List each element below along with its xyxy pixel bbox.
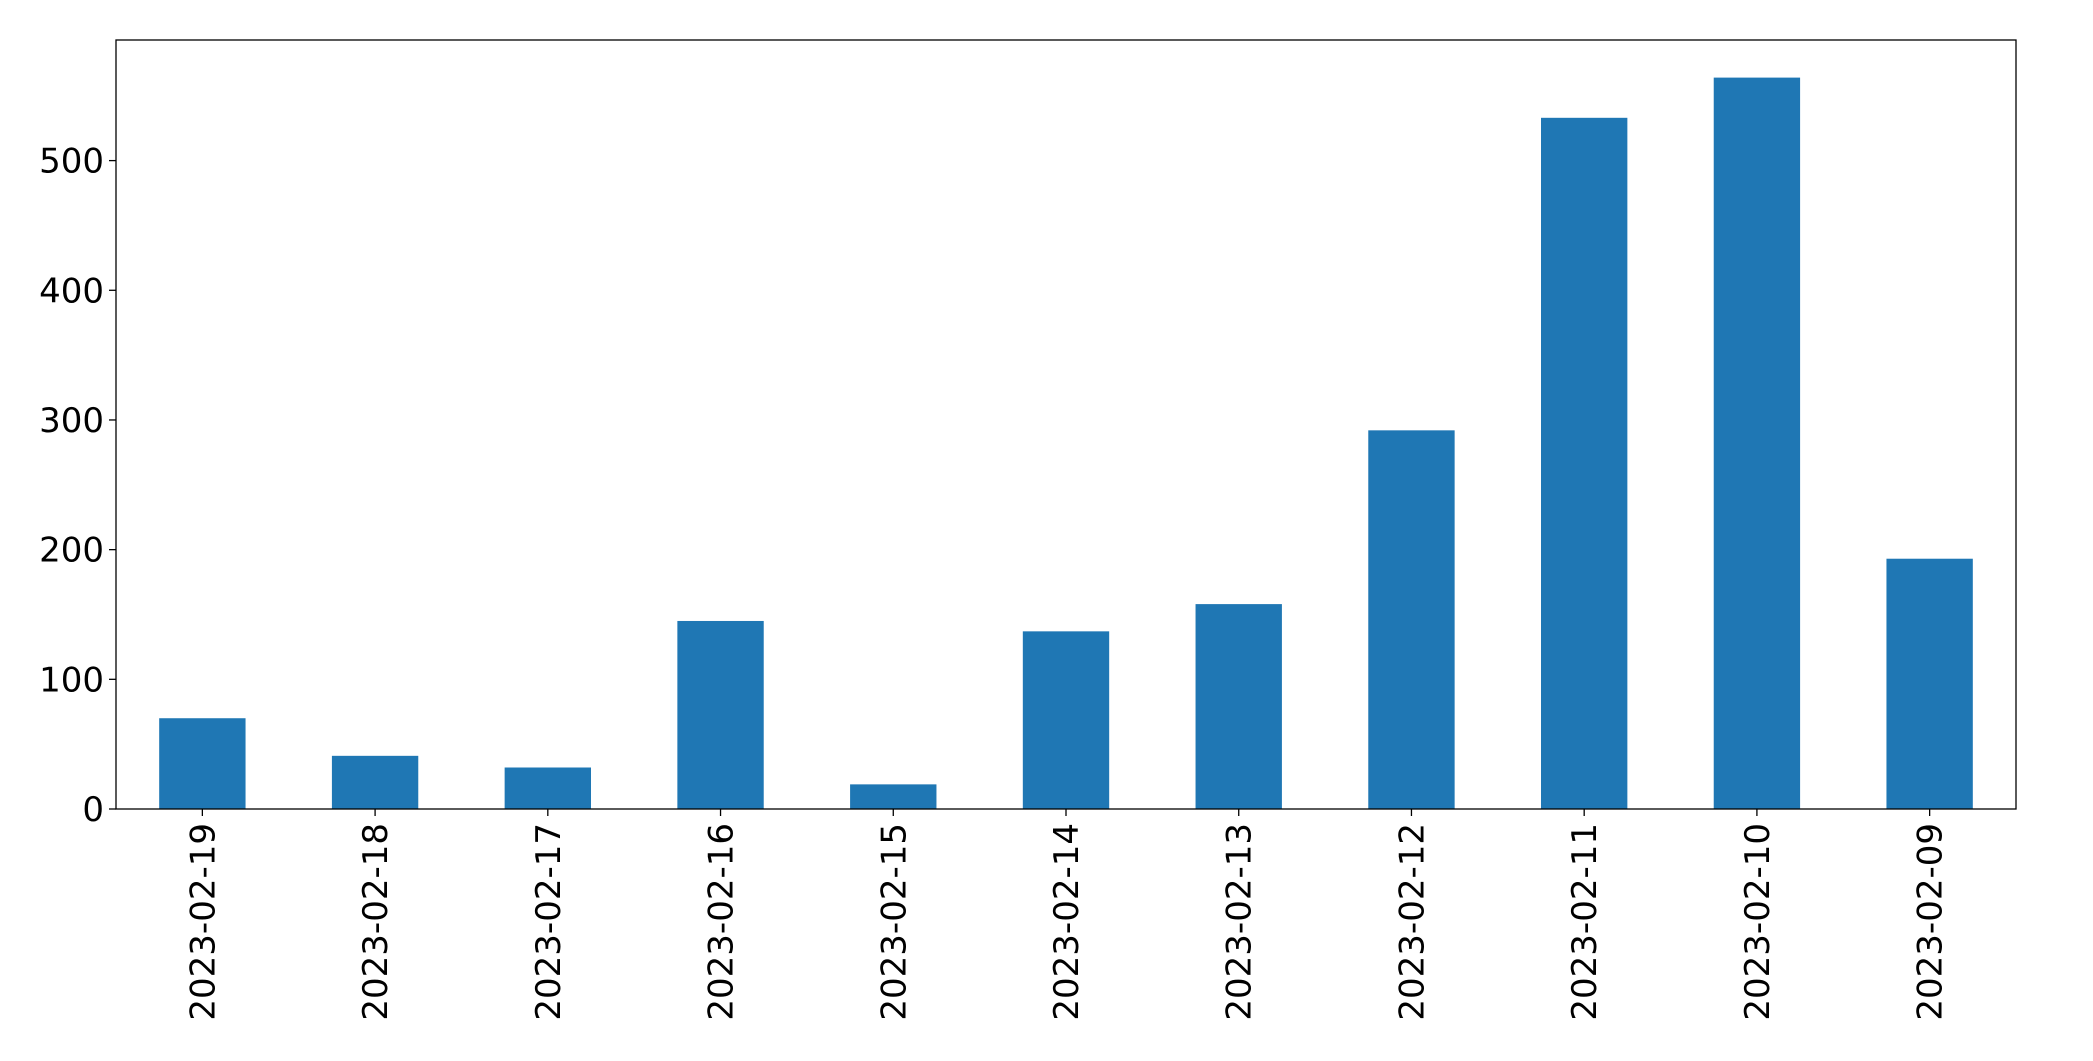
- x-tick-label: 2023-02-12: [1392, 823, 1432, 1021]
- bar: [1022, 631, 1110, 809]
- y-tick-label: 200: [39, 531, 104, 571]
- x-tick-label: 2023-02-13: [1220, 823, 1260, 1021]
- y-tick-label: 0: [82, 790, 104, 830]
- x-tick-label: 2023-02-14: [1047, 823, 1087, 1021]
- bar: [1886, 558, 1973, 809]
- x-tick-label: 2023-02-11: [1565, 823, 1605, 1021]
- y-tick-label: 500: [39, 142, 104, 182]
- x-tick-label: 2023-02-18: [356, 823, 396, 1021]
- x-tick-label: 2023-02-17: [529, 823, 569, 1021]
- bar: [159, 718, 246, 809]
- x-tick-label: 2023-02-10: [1738, 823, 1778, 1021]
- x-tick-label: 2023-02-16: [702, 823, 742, 1021]
- plot-frame: [115, 39, 2017, 810]
- y-tick-label: 300: [39, 401, 104, 441]
- bar: [331, 755, 419, 809]
- bar: [850, 784, 937, 809]
- bar: [1195, 604, 1282, 809]
- y-tick-label: 100: [39, 660, 104, 700]
- x-tick-label: 2023-02-19: [183, 823, 223, 1021]
- bar: [504, 767, 591, 809]
- x-tick-label: 2023-02-15: [874, 823, 914, 1021]
- bar: [677, 620, 764, 809]
- bar: [1713, 77, 1801, 810]
- bar: [1368, 430, 1455, 809]
- x-tick-label: 2023-02-09: [1911, 823, 1951, 1021]
- bar: [1541, 117, 1628, 810]
- y-tick-label: 400: [39, 271, 104, 311]
